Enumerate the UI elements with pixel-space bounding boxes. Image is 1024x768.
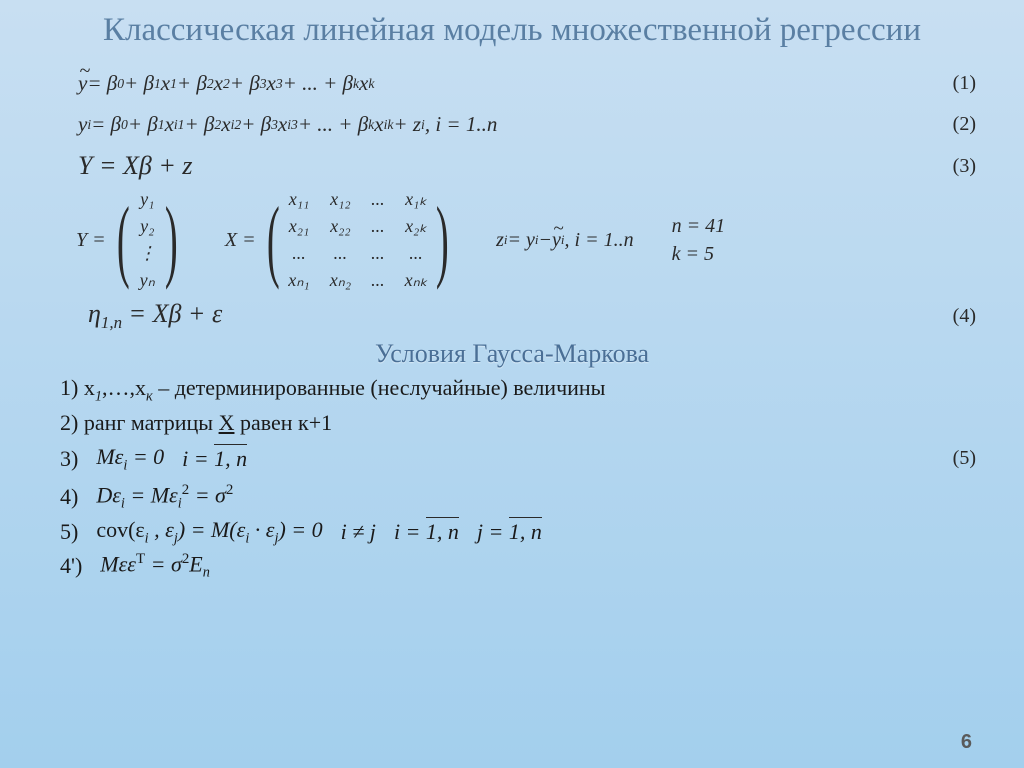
matrices-row: Y = ( y₁ y₂ ⋮ yₙ ) X = ( x₁₁x₁₂...x₁ₖ x₂… bbox=[76, 189, 976, 291]
eqnum-2: (2) bbox=[926, 113, 976, 136]
page-number: 6 bbox=[961, 731, 972, 754]
z-definition: zi = yi − yi , i = 1..n bbox=[496, 229, 634, 252]
slide-title: Классическая линейная модель множественн… bbox=[48, 12, 976, 49]
equation-2: yi = β0 + β1xi1 + β2xi2 + β3xi3 + ... + … bbox=[78, 112, 497, 137]
matrix-X-body: x₁₁x₁₂...x₁ₖ x₂₁x₂₂...x₂ₖ ............ x… bbox=[288, 189, 427, 291]
eqnum-5: (5) bbox=[926, 447, 976, 470]
gauss-markov-subtitle: Условия Гаусса-Маркова bbox=[48, 339, 976, 369]
condition-4-prime: 4') MεεT = σ2En bbox=[60, 551, 976, 582]
equation-4: η1,n = Xβ + ε bbox=[88, 299, 222, 333]
condition-1: 1) x1,…,xк – детерминированные (неслучай… bbox=[60, 375, 976, 405]
equation-4-row: η1,n = Xβ + ε (4) bbox=[48, 299, 976, 333]
equation-2-row: yi = β0 + β1xi1 + β2xi2 + β3xi3 + ... + … bbox=[48, 112, 976, 137]
eqnum-3: (3) bbox=[926, 155, 976, 178]
eqnum-1: (1) bbox=[926, 72, 976, 95]
equation-3: Y = Xβ + z bbox=[78, 151, 193, 181]
equation-3-row: Y = Xβ + z (3) bbox=[48, 151, 976, 181]
n-k-values: n = 41 k = 5 bbox=[672, 212, 726, 268]
eq1-lhs: y bbox=[78, 71, 87, 96]
condition-5: 5) cov(εi , εj) = M(εi · εj) = 0 i ≠ j i… bbox=[60, 517, 976, 547]
condition-4: 4) Dεi = Mεi2 = σ2 bbox=[60, 482, 976, 513]
matrix-Y-body: y₁ y₂ ⋮ yₙ bbox=[138, 189, 156, 291]
condition-2: 2) ранг матрицы X равен к+1 bbox=[60, 410, 976, 436]
eqnum-4: (4) bbox=[926, 305, 976, 328]
matrix-Y: Y = ( y₁ y₂ ⋮ yₙ ) bbox=[76, 189, 187, 291]
equation-1: y = β0 + β1x1 + β2x2 + β3x3 + ... + βkxk bbox=[78, 71, 374, 96]
condition-3: 3) Mεi = 0 i = 1, n bbox=[60, 444, 247, 474]
equation-1-row: y = β0 + β1x1 + β2x2 + β3x3 + ... + βkxk… bbox=[48, 71, 976, 96]
matrix-X: X = ( x₁₁x₁₂...x₁ₖ x₂₁x₂₂...x₂ₖ ........… bbox=[225, 189, 458, 291]
condition-3-row: 3) Mεi = 0 i = 1, n (5) bbox=[48, 440, 976, 478]
